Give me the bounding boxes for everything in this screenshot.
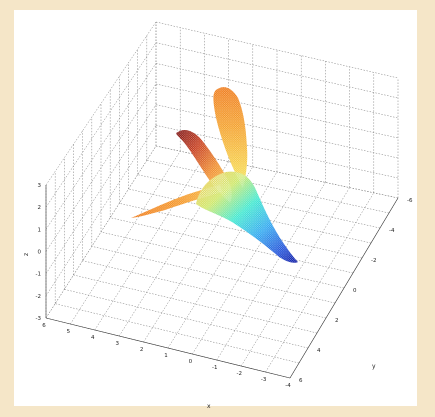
left-wall-grid-line bbox=[45, 125, 157, 296]
z-tick-label: -2 bbox=[36, 294, 41, 300]
left-wall-grid-line bbox=[45, 83, 157, 252]
left-wall-grid-line bbox=[45, 42, 157, 208]
floor-grid-line bbox=[70, 151, 181, 325]
x-tick-label: -2 bbox=[236, 371, 241, 377]
x-tick-label: 6 bbox=[42, 323, 46, 329]
x-tick-label: -1 bbox=[212, 365, 217, 371]
floor-grid-line bbox=[94, 156, 205, 331]
floor-grid-line bbox=[110, 217, 354, 274]
x-tick-label: 3 bbox=[115, 341, 119, 347]
x-axis-label: x bbox=[207, 403, 211, 410]
y-tick-label: 0 bbox=[353, 288, 357, 294]
x-tick-label: 4 bbox=[91, 335, 95, 341]
y-tick-label: 6 bbox=[299, 378, 303, 384]
z-tick-label: 2 bbox=[38, 205, 42, 211]
x-tick-label: 0 bbox=[189, 359, 193, 365]
tick-labels: 6 5 4 3 2 1 0 -1 -2 -3 -4 -6 -4 -2 0 2 4 6 3 2 1 0 -1 -2 -3 bbox=[36, 183, 413, 389]
floor-grid-line bbox=[100, 231, 345, 289]
back-wall-grid-line bbox=[155, 125, 399, 179]
y-axis-line bbox=[289, 197, 399, 379]
x-axis-line bbox=[45, 317, 291, 379]
x-tick-label: 1 bbox=[164, 353, 168, 359]
x-tick-label: 2 bbox=[140, 347, 144, 353]
z-tick-label: -1 bbox=[36, 272, 41, 278]
floor-grid-line bbox=[82, 260, 327, 319]
floor-grid-line bbox=[91, 246, 336, 304]
left-wall-grid-line bbox=[45, 145, 157, 319]
back-wall-grid-line bbox=[155, 21, 399, 79]
y-tick-label: -6 bbox=[407, 198, 413, 204]
z-tick-label: 0 bbox=[38, 250, 42, 256]
floor-grid-line bbox=[64, 289, 309, 349]
z-tick-label: 1 bbox=[38, 227, 42, 233]
y-tick-label: 2 bbox=[335, 318, 339, 324]
back-wall-grid-line bbox=[155, 83, 399, 139]
x-tick-label: -3 bbox=[261, 377, 267, 383]
floor-grid-line bbox=[55, 303, 300, 364]
x-tick-label: 5 bbox=[67, 329, 71, 335]
left-wall-grid-line bbox=[45, 63, 157, 230]
left-wall-grid-line bbox=[45, 104, 157, 274]
y-tick-label: -2 bbox=[371, 258, 376, 264]
back-wall-grid-line bbox=[155, 63, 399, 119]
y-tick-label: 4 bbox=[317, 348, 321, 354]
x-tick-label: -4 bbox=[285, 383, 291, 389]
z-tick-label: -3 bbox=[36, 316, 42, 322]
z-tick-label: 3 bbox=[38, 183, 42, 189]
back-wall-grid-line bbox=[155, 42, 399, 99]
y-tick-label: -4 bbox=[389, 228, 395, 234]
floor-grid-line bbox=[265, 192, 375, 373]
back-wall-grid-line bbox=[155, 104, 399, 159]
back-wall-grid-line bbox=[155, 145, 399, 199]
surface-mesh bbox=[131, 87, 298, 263]
z-axis-label: z bbox=[23, 253, 30, 256]
y-axis-label: y bbox=[372, 363, 376, 370]
